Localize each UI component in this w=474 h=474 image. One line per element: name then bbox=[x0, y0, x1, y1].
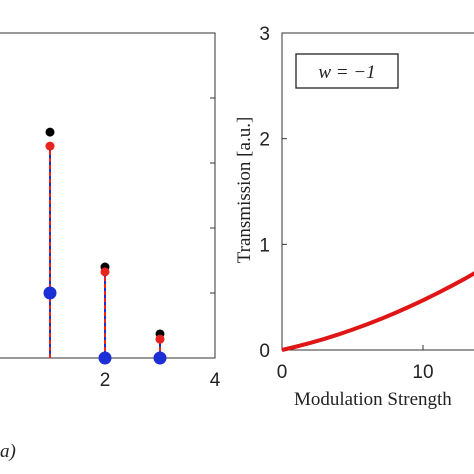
axes-box bbox=[0, 32, 216, 359]
marker bbox=[153, 351, 167, 365]
marker bbox=[45, 141, 55, 151]
x-tick-label: 0 bbox=[277, 362, 288, 383]
x-tick-label: 4 bbox=[210, 370, 221, 391]
y-axis-label: Transmission [a.u.] bbox=[234, 117, 255, 264]
marker bbox=[98, 351, 112, 365]
x-tick-label: 10 bbox=[412, 362, 433, 383]
y-tick-label: 1 bbox=[259, 235, 270, 256]
marker bbox=[100, 267, 110, 277]
marker bbox=[155, 334, 165, 344]
y-tick-label: 3 bbox=[259, 24, 270, 45]
legend-box bbox=[295, 53, 399, 89]
line bbox=[281, 271, 474, 352]
panel-label: a) bbox=[0, 441, 16, 462]
y-tick-label: 0 bbox=[259, 341, 270, 362]
marker bbox=[45, 127, 55, 137]
x-tick-label: 2 bbox=[100, 370, 111, 391]
legend-label: w = −1 bbox=[318, 62, 375, 83]
y-tick-label: 2 bbox=[259, 130, 270, 151]
x-axis-label: Modulation Strength bbox=[294, 389, 452, 410]
marker bbox=[43, 286, 57, 300]
